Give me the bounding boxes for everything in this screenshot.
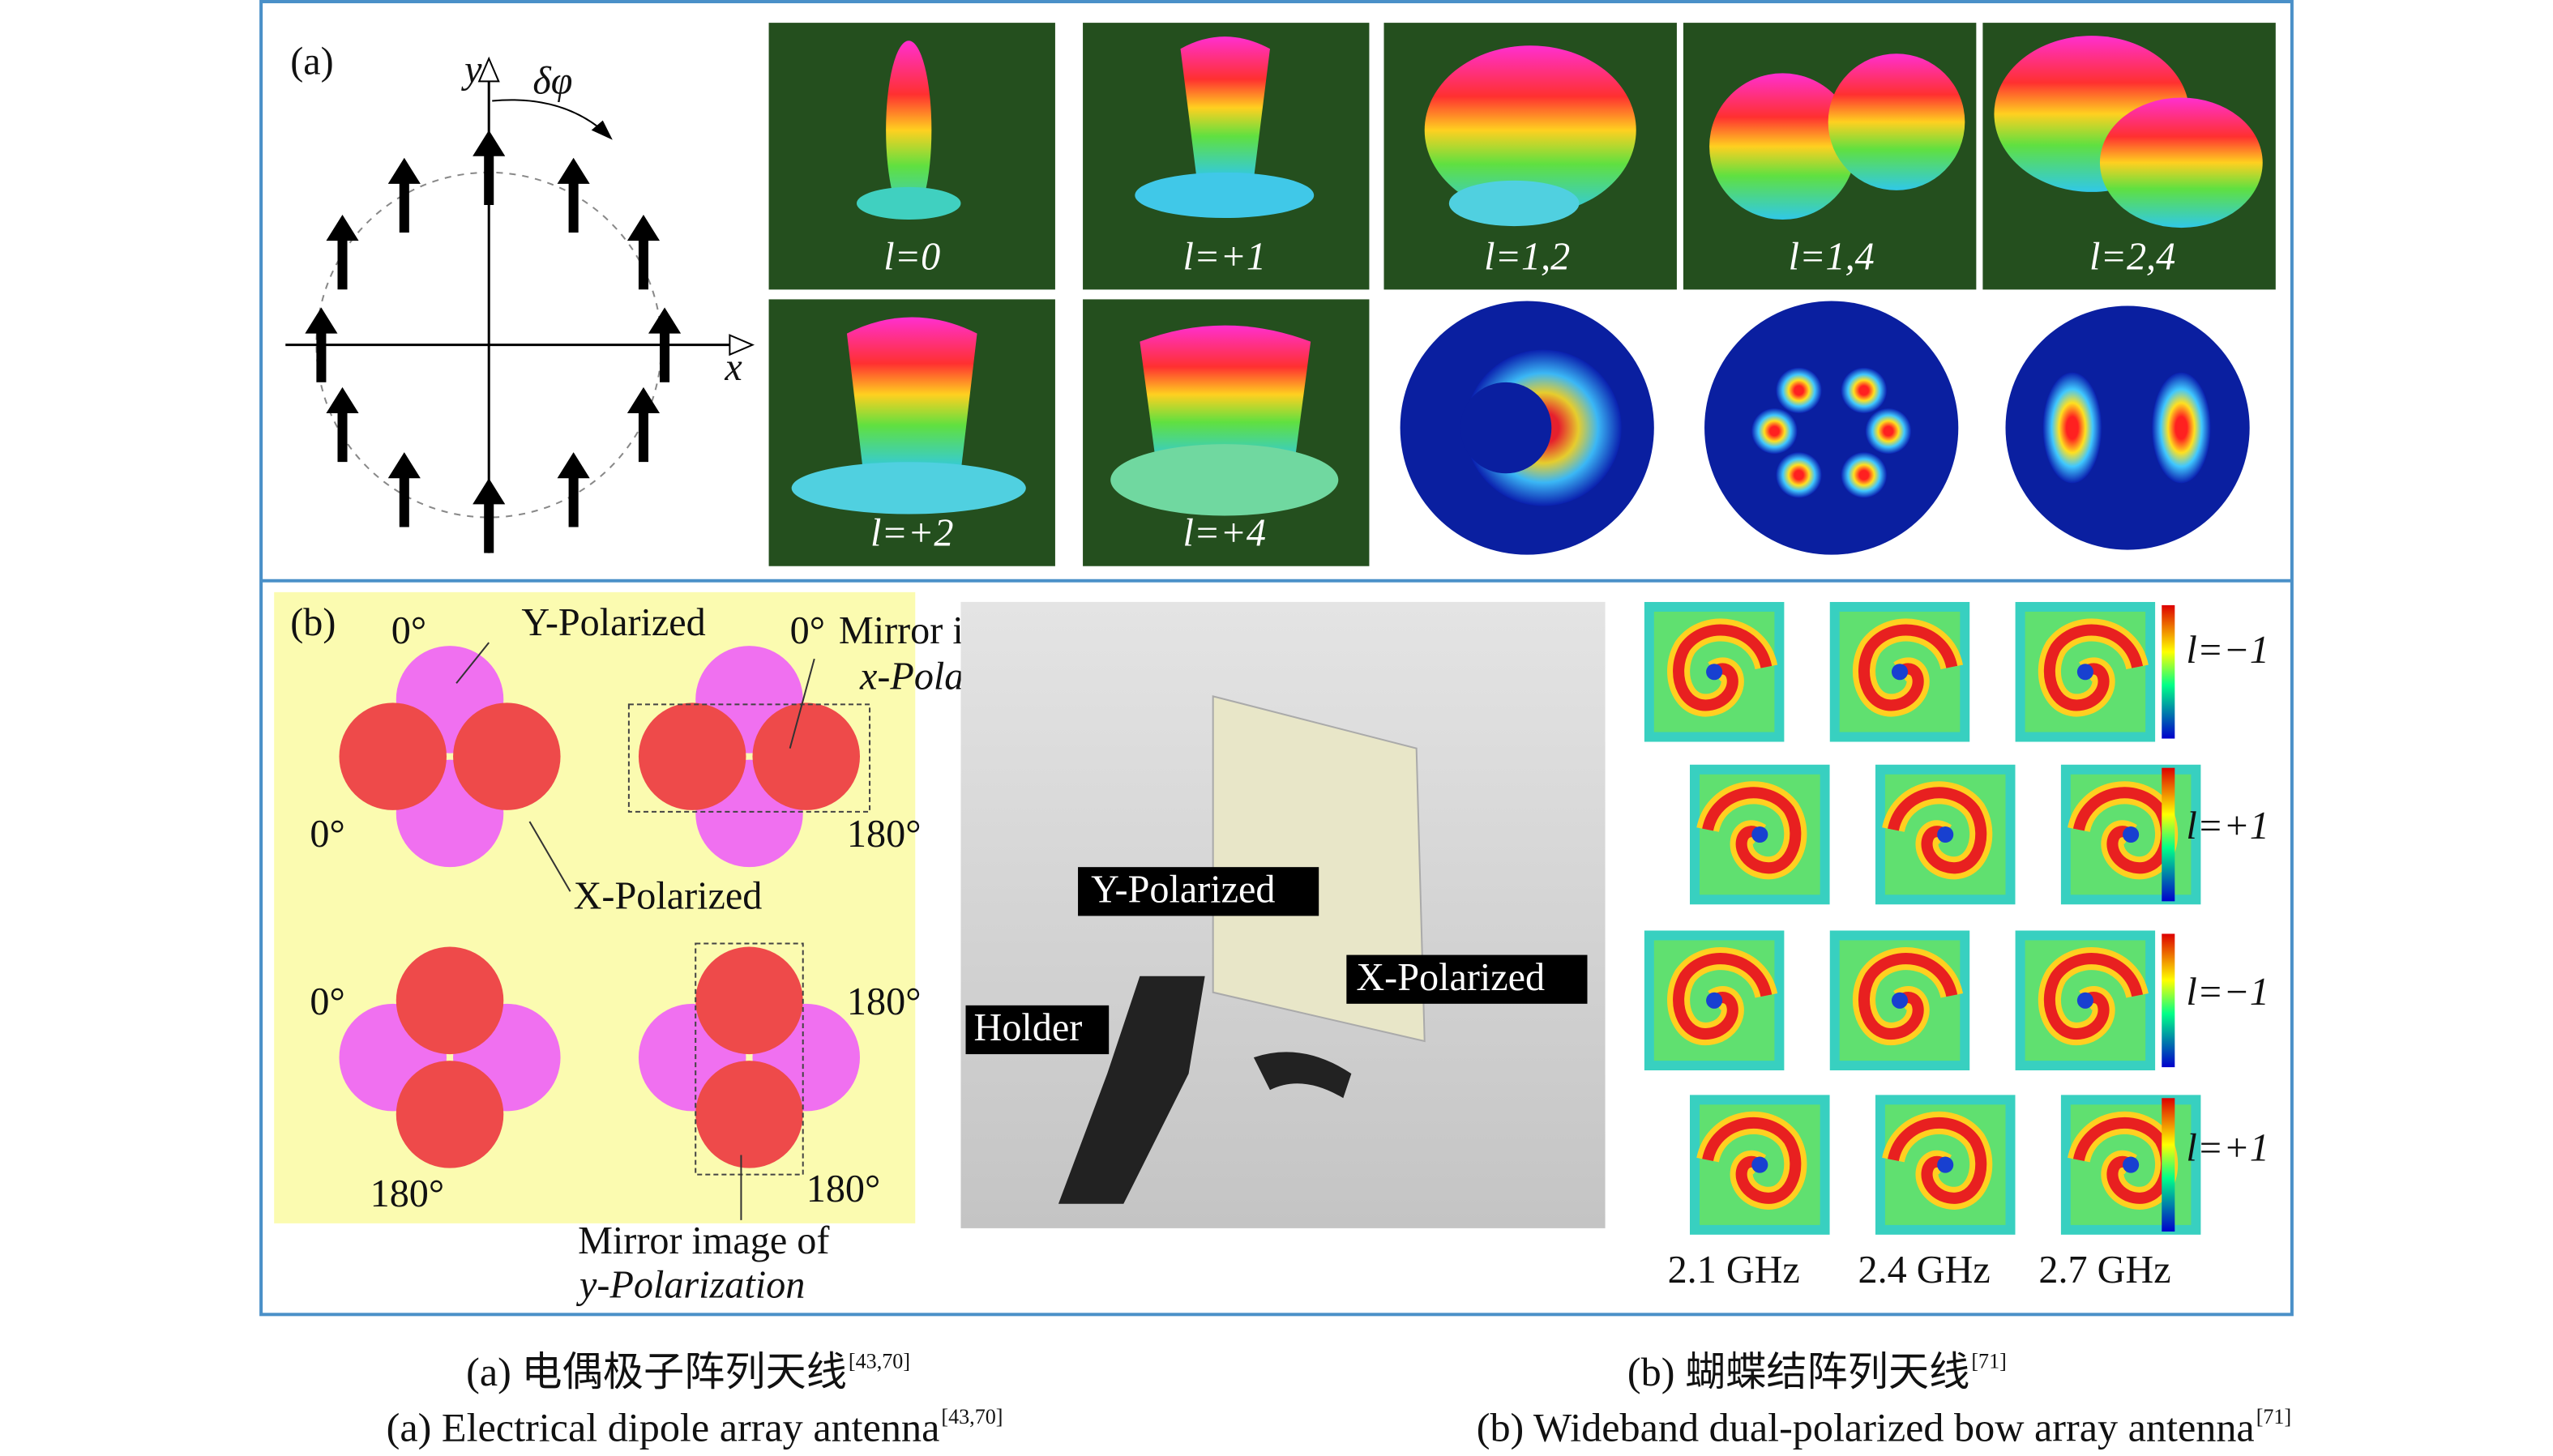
angle-label: 0° <box>310 813 344 856</box>
frequency-label: 2.1 GHz <box>1668 1249 1800 1292</box>
photo-label: Holder <box>974 1006 1083 1049</box>
mode-label: l=0 <box>883 235 940 278</box>
phase-maps <box>1644 602 2201 1235</box>
mode-label: l=+2 <box>870 512 953 555</box>
polarization-label: X-Polarized <box>574 874 763 917</box>
mode-label: l=−1 <box>2186 629 2269 672</box>
mode-label: l=+1 <box>2186 805 2269 848</box>
angle-label: 180° <box>370 1172 445 1215</box>
photo-label: Y-Polarized <box>1091 868 1275 911</box>
axis-label: y <box>460 48 482 91</box>
mode-label: l=+1 <box>1183 235 1266 278</box>
mode-label: l=1,2 <box>1484 235 1570 278</box>
caption-ref: [43,70] <box>941 1405 1003 1428</box>
caption-ref: [43,70] <box>849 1350 910 1373</box>
label-box <box>965 1005 1110 1055</box>
angle-label: 0° <box>310 980 344 1023</box>
frequency-label: 2.7 GHz <box>2038 1249 2170 1292</box>
panel-label: (b) <box>290 601 336 644</box>
caption-ref: [71] <box>2256 1405 2291 1428</box>
mode-label: l=2,4 <box>2089 235 2175 278</box>
mode-label: l=+4 <box>1183 512 1266 555</box>
caption: (a) 电偶极子阵列天线 <box>466 1349 847 1394</box>
pattern-tiles <box>768 23 2276 566</box>
angle-label: 0° <box>391 609 426 652</box>
caption: (b) Wideband dual-polarized bow array an… <box>1477 1404 2255 1450</box>
photo-label: X-Polarized <box>1356 956 1545 999</box>
caption: (b) 蝴蝶结阵列天线 <box>1627 1349 1969 1394</box>
label-box <box>1078 867 1319 916</box>
angle-label: 0° <box>790 609 825 652</box>
mode-label: l=−1 <box>2186 971 2269 1014</box>
mode-label: l=1,4 <box>1789 235 1875 278</box>
caption-ref: [71] <box>1971 1350 2006 1373</box>
rotation-label: δφ <box>532 59 572 102</box>
dipole-diagram <box>285 56 755 553</box>
mode-label: l=+1 <box>2186 1127 2269 1170</box>
annotation: Mirror image of <box>578 1219 830 1262</box>
axis-label: x <box>724 346 742 389</box>
caption: (a) Electrical dipole array antenna <box>387 1404 940 1450</box>
frame <box>259 0 2294 1317</box>
bow-layouts <box>339 642 871 1220</box>
label-box <box>1346 954 1588 1004</box>
polarization-label: Y-Polarized <box>521 601 705 644</box>
layout-background <box>274 591 916 1223</box>
frequency-label: 2.4 GHz <box>1858 1249 1991 1292</box>
panel-label: (a) <box>290 40 333 83</box>
angle-label: 180° <box>847 813 922 856</box>
angle-label: 180° <box>847 980 922 1023</box>
annotation: y-Polarization <box>575 1263 805 1306</box>
angle-label: 180° <box>806 1168 881 1210</box>
